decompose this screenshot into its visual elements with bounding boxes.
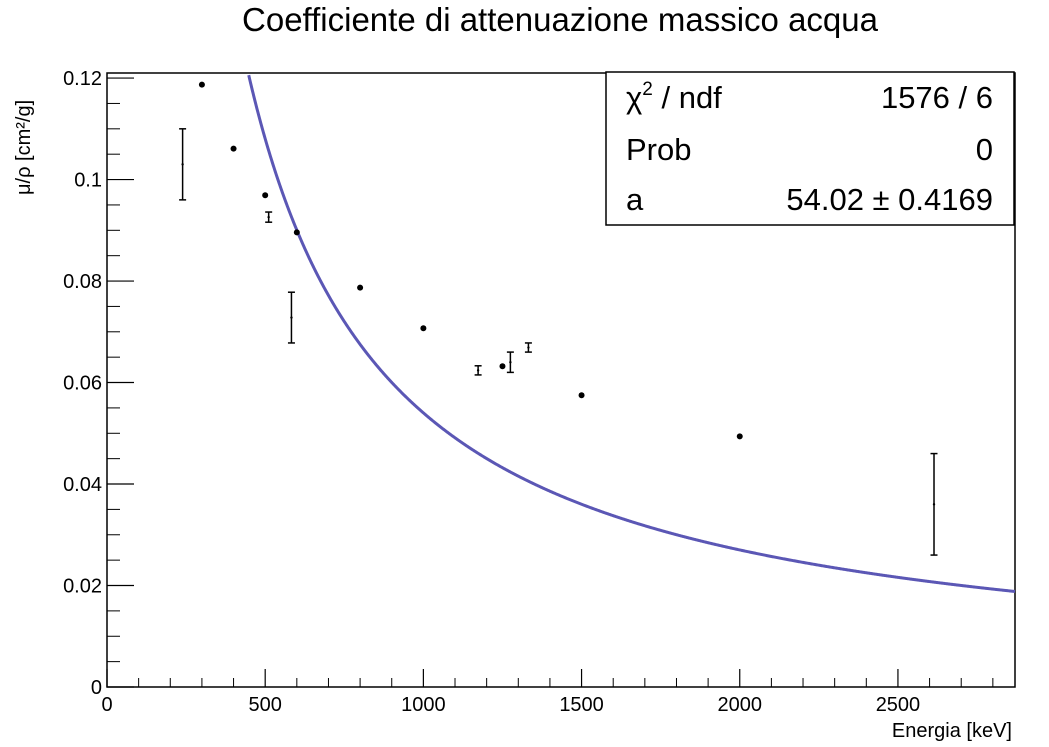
x-tick-label: 500 <box>249 694 282 716</box>
stats-box: χ2 / ndf 1576 / 6 Prob 0 a 54.02 ± 0.4169 <box>605 71 1015 226</box>
error-bar-center <box>932 503 936 506</box>
stats-label-main: Prob <box>626 132 691 167</box>
error-bar <box>474 365 482 376</box>
chart-title: Coefficiente di attenuazione massico acq… <box>242 1 879 38</box>
y-tick-label: 0.06 <box>63 373 102 395</box>
error-bar-center <box>509 361 512 364</box>
stats-value: 1576 / 6 <box>881 80 993 115</box>
error-bar-center <box>290 316 293 319</box>
fit-curve <box>247 74 1016 593</box>
y-tick-label: 0.02 <box>63 576 102 598</box>
error-bar-center <box>267 215 270 219</box>
stats-label-main: a <box>626 182 644 217</box>
error-bar-center <box>181 163 184 166</box>
data-point <box>420 325 427 332</box>
data-point <box>230 145 237 152</box>
x-tick-label: 1500 <box>559 694 604 716</box>
error-bar <box>506 351 514 374</box>
x-tick-label: 0 <box>101 694 112 716</box>
stats-label-main: χ <box>626 80 642 115</box>
error-bar-center <box>476 369 480 372</box>
y-tick-label: 0.08 <box>63 271 102 293</box>
points-layer <box>179 81 938 556</box>
stats-label: a <box>626 182 644 217</box>
data-point <box>262 192 269 199</box>
stats-label-rest: / ndf <box>653 80 722 115</box>
y-tick-label: 0 <box>91 677 102 699</box>
error-bar <box>930 452 938 556</box>
data-point <box>293 229 300 236</box>
x-tick-label: 1000 <box>401 694 446 716</box>
data-point <box>736 433 743 440</box>
data-point <box>357 284 364 291</box>
stats-value: 0 <box>976 132 993 167</box>
error-bar <box>287 291 295 344</box>
y-axis-title: μ/ρ [cm²/g] <box>13 100 35 195</box>
stats-rows: χ2 / ndf 1576 / 6 Prob 0 a 54.02 ± 0.4169 <box>626 79 993 217</box>
x-tick-label: 2000 <box>718 694 763 716</box>
x-axis-title: Energia [keV] <box>892 720 1012 742</box>
axes-layer: 0 500 1000 1500 2000 2500 0 0.02 0.04 0.06 0.08 0.1… <box>63 68 994 716</box>
error-bar-center <box>527 346 530 349</box>
error-bar <box>265 211 273 223</box>
data-point <box>578 392 585 399</box>
plot-frame <box>106 72 1016 688</box>
y-tick-label: 0.04 <box>63 474 102 496</box>
y-tick-label: 0.12 <box>63 68 102 90</box>
data-point <box>499 363 506 370</box>
error-bar <box>179 128 187 201</box>
data-point <box>198 81 205 88</box>
error-bar <box>524 342 532 353</box>
y-tick-label: 0.1 <box>74 170 102 192</box>
stats-label: χ2 / ndf <box>626 79 722 115</box>
fit-layer <box>247 74 1016 593</box>
x-tick-label: 2500 <box>876 694 921 716</box>
stats-label-sup: 2 <box>642 79 653 100</box>
stats-label: Prob <box>626 132 691 167</box>
stats-box-frame <box>605 71 1015 226</box>
stats-value: 54.02 ± 0.4169 <box>786 182 993 217</box>
